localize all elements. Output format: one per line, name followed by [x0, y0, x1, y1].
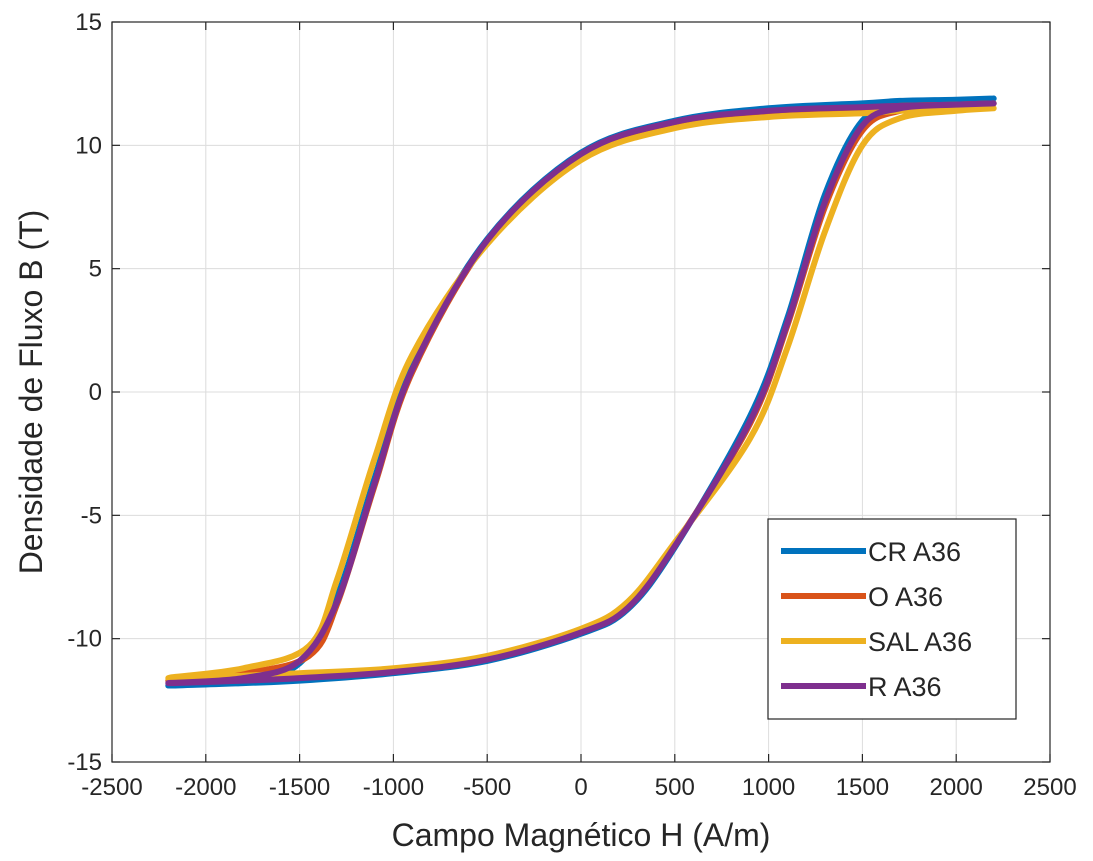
- legend-label: CR A36: [868, 537, 961, 567]
- y-tick-label: 15: [75, 9, 102, 36]
- x-tick-label: 500: [655, 774, 695, 801]
- axis-ticks: -2500 -2000 -1500 -1000 -500 0 500 1000 1500 2000…: [67, 9, 1076, 801]
- x-tick-label: -500: [463, 774, 511, 801]
- x-tick-label: 2000: [930, 774, 983, 801]
- x-tick-label: -2500: [81, 774, 142, 801]
- x-tick-label: -2000: [175, 774, 236, 801]
- legend-label: SAL A36: [868, 627, 972, 657]
- y-tick-label: 5: [89, 256, 102, 283]
- x-tick-label: 0: [574, 774, 587, 801]
- legend-label: R A36: [868, 672, 942, 702]
- x-tick-label: 1000: [742, 774, 795, 801]
- y-tick-label: 0: [89, 379, 102, 406]
- x-axis-title: Campo Magnético H (A/m): [392, 817, 771, 853]
- y-tick-label: -15: [67, 749, 102, 776]
- legend-label: O A36: [868, 582, 943, 612]
- x-tick-label: -1500: [269, 774, 330, 801]
- y-axis-title: Densidade de Fluxo B (T): [13, 210, 49, 575]
- x-tick-label: -1000: [363, 774, 424, 801]
- series-line-3: [165, 105, 997, 682]
- y-tick-label: 10: [75, 132, 102, 159]
- y-tick-label: -10: [67, 626, 102, 653]
- series-line-4: [165, 100, 997, 687]
- x-tick-label: 1500: [836, 774, 889, 801]
- legend: CR A36 O A36 SAL A36 R A36: [767, 518, 1017, 720]
- y-tick-label: -5: [81, 502, 102, 529]
- x-tick-label: 2500: [1023, 774, 1076, 801]
- series-layer: [165, 95, 997, 689]
